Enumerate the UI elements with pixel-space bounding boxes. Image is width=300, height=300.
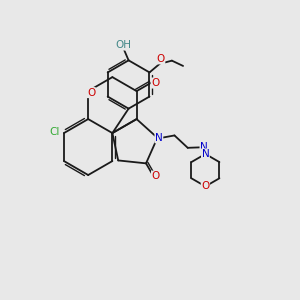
- Text: N: N: [155, 133, 163, 143]
- Text: O: O: [152, 171, 160, 181]
- Text: O: O: [157, 54, 165, 64]
- Text: O: O: [87, 88, 95, 98]
- Text: Cl: Cl: [49, 127, 60, 136]
- Text: N: N: [202, 149, 209, 159]
- Text: N: N: [200, 142, 208, 152]
- Text: O: O: [151, 78, 159, 88]
- Text: O: O: [201, 182, 209, 191]
- Text: OH: OH: [115, 40, 131, 50]
